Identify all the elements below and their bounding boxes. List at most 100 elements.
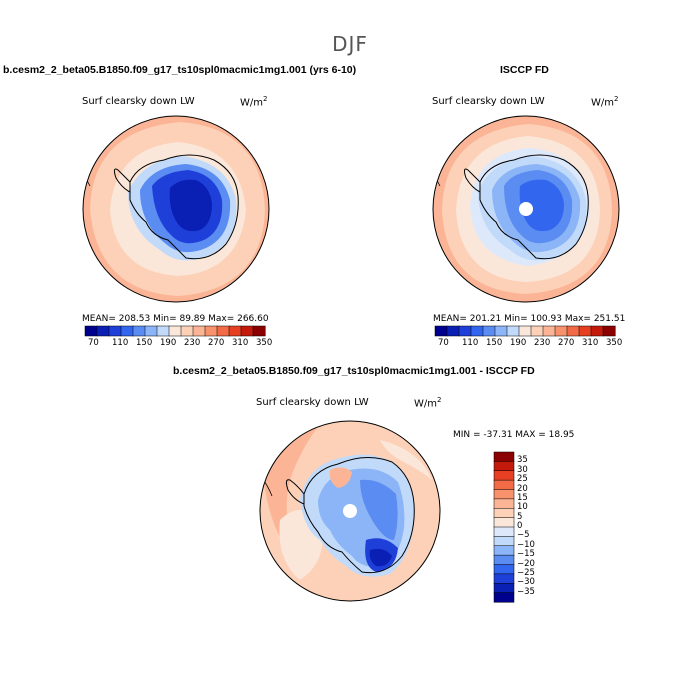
colorbar-1-tick: 70 — [88, 338, 99, 348]
colorbar-3-tick: −5 — [517, 530, 530, 541]
cb3-swatch — [493, 583, 515, 594]
cb3-swatch — [493, 489, 515, 500]
season-title: DJF — [332, 32, 368, 56]
colorbar-3-tick: 20 — [517, 483, 528, 494]
panel1-title: b.cesm2_2_beta05.B1850.f09_g17_ts10spl0m… — [3, 64, 357, 76]
map3-pole-mask — [343, 504, 357, 518]
cb1-swatch — [156, 325, 170, 337]
cb3-swatch — [493, 554, 515, 566]
colorbar-2-tick: 310 — [582, 338, 599, 348]
cb3-swatch — [493, 498, 515, 509]
cb2-swatch — [446, 325, 460, 337]
cb2-swatch — [578, 325, 592, 337]
map3-band-10 — [329, 467, 352, 488]
panel3-variable-label: Surf clearsky down LW — [256, 397, 369, 408]
cb1-swatch — [84, 325, 98, 337]
cb3-swatch — [493, 536, 515, 547]
map2 — [433, 116, 619, 302]
cb1-swatch — [96, 325, 110, 337]
cb1-swatch — [216, 325, 230, 337]
map1-coast — [129, 154, 239, 260]
colorbar-1-tick: 150 — [136, 338, 153, 348]
map3-band-7 — [360, 479, 398, 540]
colorbar-3-tick: −20 — [517, 558, 535, 569]
cb3-swatch — [493, 479, 515, 491]
map2-peninsula — [463, 168, 481, 193]
panel2-units: W/m2 — [591, 95, 619, 109]
map3 — [260, 421, 440, 601]
map2-band-8 — [519, 179, 564, 232]
map2-coast — [479, 154, 589, 260]
colorbar-3-tick: 15 — [517, 492, 528, 503]
colorbar-3-tick: 35 — [517, 455, 528, 466]
cb3-swatch — [493, 564, 515, 575]
map2-border — [432, 115, 620, 303]
cb1-swatch — [180, 325, 194, 337]
cb1-swatch — [252, 325, 266, 337]
panel1-stats: MEAN= 208.53 Min= 89.89 Max= 266.60 — [82, 314, 269, 324]
cb3-swatch — [493, 573, 515, 584]
cb2-swatch — [458, 325, 472, 337]
cb2-swatch — [506, 325, 520, 337]
panel2-variable-label: Surf clearsky down LW — [432, 96, 545, 107]
cb3-swatch — [493, 508, 515, 519]
cb2-swatch — [602, 325, 616, 337]
map2-pole-mask — [519, 202, 533, 216]
colorbar-3-tick: −10 — [517, 539, 535, 550]
colorbar-2-tick: 270 — [558, 338, 575, 348]
colorbar-2-tick: 190 — [510, 338, 527, 348]
cb3-swatch — [493, 545, 515, 556]
cb1-swatch — [108, 325, 122, 337]
cb1-swatch — [120, 325, 134, 337]
map1 — [83, 116, 269, 302]
colorbar-3-tick: 10 — [517, 502, 528, 513]
colorbar-3 — [493, 451, 515, 603]
panel3-title: b.cesm2_2_beta05.B1850.f09_g17_ts10spl0m… — [173, 365, 535, 377]
colorbar-1-tick: 310 — [232, 338, 249, 348]
cb1-swatch — [204, 325, 218, 337]
colorbar-1-tick: 350 — [256, 338, 273, 348]
colorbar-1-tick: 190 — [160, 338, 177, 348]
colorbar-2-tick: 350 — [606, 338, 623, 348]
map3-border — [259, 420, 441, 602]
colorbar-3-tick: 25 — [517, 474, 528, 485]
colorbar-1-tick: 270 — [208, 338, 225, 348]
cb2-swatch — [470, 325, 484, 337]
colorbar-3-tick: −25 — [517, 567, 535, 578]
cb3-swatch — [493, 451, 515, 462]
cb2-swatch — [518, 325, 532, 337]
map3-peninsula — [285, 479, 305, 505]
cb2-swatch — [590, 325, 604, 337]
colorbar-3-tick: −35 — [517, 586, 535, 597]
cb2-swatch — [482, 325, 496, 337]
cb2-swatch — [542, 325, 556, 337]
map3-band-4 — [380, 440, 432, 480]
panel1-units: W/m2 — [240, 95, 268, 109]
panel2-title: ISCCP FD — [500, 64, 549, 76]
cb1-swatch — [228, 325, 242, 337]
cb1-swatch — [168, 325, 182, 337]
map3-coast — [303, 457, 415, 574]
cb2-swatch — [530, 325, 544, 337]
colorbar-1-tick: 230 — [184, 338, 201, 348]
colorbar-3-tick: −30 — [517, 577, 535, 588]
map1-peninsula — [113, 168, 131, 193]
colorbar-3-tick: −15 — [517, 549, 535, 560]
map1-band-7 — [169, 179, 212, 232]
colorbar-3-tick: 30 — [517, 464, 528, 475]
cb3-swatch — [493, 517, 515, 528]
panel1-variable-label: Surf clearsky down LW — [82, 96, 195, 107]
cb2-swatch — [554, 325, 568, 337]
colorbar-2-tick: 110 — [462, 338, 479, 348]
panel3-stats: MIN = -37.31 MAX = 18.95 — [453, 430, 575, 440]
colorbar-2-tick: 70 — [438, 338, 449, 348]
colorbar-2-tick: 150 — [486, 338, 503, 348]
cb1-swatch — [144, 325, 158, 337]
cb3-swatch — [493, 470, 515, 481]
map3-band-9 — [369, 548, 392, 567]
colorbar-2-tick: 230 — [534, 338, 551, 348]
panel3-units: W/m2 — [414, 396, 442, 410]
colorbar-3-tick: 0 — [517, 521, 523, 531]
cb2-swatch — [566, 325, 580, 337]
